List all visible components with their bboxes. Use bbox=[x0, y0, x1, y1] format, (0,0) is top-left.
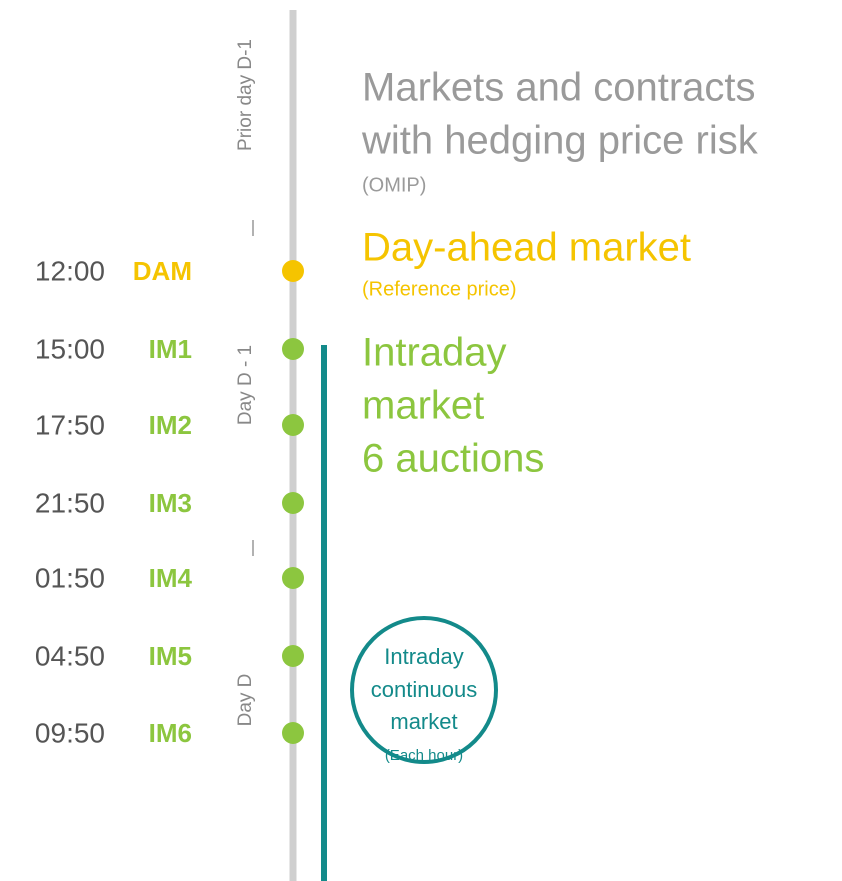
event-market: IM5 bbox=[149, 641, 192, 671]
event-time: 12:00 bbox=[35, 255, 105, 286]
event-dot bbox=[282, 492, 304, 514]
block-title: market bbox=[362, 384, 484, 428]
event-dot bbox=[282, 260, 304, 282]
event-market: IM4 bbox=[149, 563, 193, 593]
block-title: 6 auctions bbox=[362, 437, 544, 481]
block-note: (Reference price) bbox=[362, 278, 517, 300]
continuous-circle bbox=[350, 616, 498, 764]
event-time: 21:50 bbox=[35, 487, 105, 518]
block-note: (Each hour) bbox=[385, 747, 463, 764]
block-title: Markets and contracts bbox=[362, 66, 756, 110]
event-market: IM2 bbox=[149, 410, 192, 440]
block-title: Intraday bbox=[362, 331, 507, 375]
period-label: Prior day D-1 bbox=[235, 39, 256, 151]
event-market: DAM bbox=[133, 256, 192, 286]
event-time: 17:50 bbox=[35, 409, 105, 440]
event-time: 09:50 bbox=[35, 717, 105, 748]
event-time: 15:00 bbox=[35, 333, 105, 364]
event-market: IM6 bbox=[149, 718, 192, 748]
event-time: 01:50 bbox=[35, 562, 105, 593]
block-title: with hedging price risk bbox=[361, 119, 759, 163]
block-title: market bbox=[390, 709, 457, 734]
event-dot bbox=[282, 722, 304, 744]
block-note: (OMIP) bbox=[362, 174, 426, 196]
event-dot bbox=[282, 567, 304, 589]
event-dot bbox=[282, 338, 304, 360]
block-title: Intraday bbox=[384, 644, 464, 669]
block-title: Day-ahead market bbox=[362, 226, 691, 270]
event-market: IM3 bbox=[149, 488, 192, 518]
event-time: 04:50 bbox=[35, 640, 105, 671]
event-dot bbox=[282, 645, 304, 667]
event-market: IM1 bbox=[149, 334, 192, 364]
period-label: Day D - 1 bbox=[235, 345, 256, 425]
period-label: Day D bbox=[235, 674, 256, 727]
event-dot bbox=[282, 414, 304, 436]
block-title: continuous bbox=[371, 677, 477, 702]
